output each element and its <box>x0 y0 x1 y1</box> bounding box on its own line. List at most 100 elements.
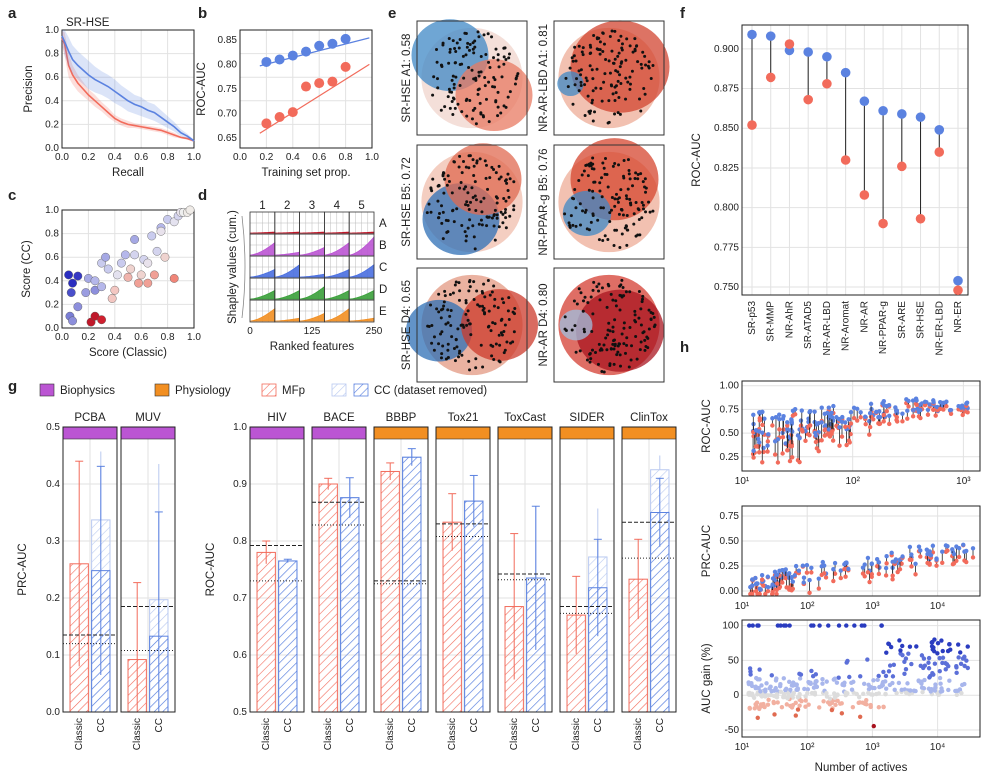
e-map-point <box>616 197 620 201</box>
e-map-point <box>489 343 493 347</box>
h-point-cc <box>892 559 897 564</box>
e-map-point <box>448 106 452 110</box>
g-frame <box>311 426 367 713</box>
e-map-point <box>505 181 509 185</box>
e-map-point <box>480 290 484 294</box>
e-map-point <box>457 355 461 359</box>
c-point <box>147 231 157 241</box>
h-gain-point <box>902 671 907 676</box>
h-ytick-label: 0.25 <box>720 452 740 463</box>
h-point-cc <box>913 561 918 567</box>
e-map-point <box>464 239 468 243</box>
e-map-point <box>640 300 644 304</box>
e-map-point <box>620 46 624 50</box>
e-map-point <box>474 366 478 370</box>
h-gain-point <box>812 692 818 697</box>
b-point-cc <box>287 50 298 61</box>
e-map-point <box>480 223 484 227</box>
e-map-point <box>502 301 506 305</box>
e-map-point <box>612 362 616 366</box>
e-map-point <box>493 297 497 301</box>
e-map-point <box>472 174 476 178</box>
h-ytick-label: 0 <box>733 690 739 701</box>
e-map-label: SR-HSE A1: 0.58 <box>401 34 413 123</box>
h-gain-point <box>755 677 760 682</box>
e-map-point <box>452 160 456 164</box>
h-gain-point <box>842 680 847 685</box>
e-map-point <box>501 212 505 216</box>
f-point-classic <box>822 78 832 89</box>
g-ytick-label: 0.7 <box>233 593 247 604</box>
e-map-point <box>453 46 457 50</box>
e-map-point <box>437 292 441 296</box>
e-map-point <box>629 358 633 362</box>
e-map-point <box>502 55 506 59</box>
e-map-point <box>634 171 638 175</box>
e-map-point <box>572 54 576 58</box>
e-map-point <box>487 309 491 313</box>
c-point <box>107 294 117 303</box>
e-map-point <box>602 42 606 46</box>
e-map-point <box>499 111 503 115</box>
e-map-point <box>641 207 645 211</box>
h-point-classic <box>922 403 928 408</box>
e-map-point <box>457 351 461 355</box>
h-gain-point <box>926 666 932 671</box>
e-map-point <box>635 357 639 361</box>
e-map-point <box>472 298 476 302</box>
e-map-point <box>602 80 606 84</box>
h-point-classic <box>807 423 813 428</box>
e-map-point <box>573 324 577 328</box>
e-map-point <box>579 73 583 77</box>
e-map-point <box>458 154 462 158</box>
e-map-point <box>644 210 648 214</box>
h-point-cc <box>884 553 889 559</box>
e-map-point <box>435 307 439 311</box>
e-map-point <box>463 230 467 234</box>
h-point-cc <box>947 407 953 413</box>
h-point-classic <box>874 564 880 569</box>
c-ytick-label: 0.0 <box>45 323 59 334</box>
h-gain-point <box>906 651 911 656</box>
e-map-point <box>451 209 455 213</box>
e-map-point <box>442 191 446 195</box>
c-xlabel: Score (Classic) <box>89 347 167 359</box>
e-map-point <box>436 77 440 81</box>
e-map-point <box>496 53 500 57</box>
e-map-point <box>603 234 607 238</box>
e-map-point <box>476 30 480 34</box>
e-map-point <box>457 298 461 302</box>
e-map-point <box>571 223 575 227</box>
e-map-point <box>442 304 446 308</box>
e-map-point <box>598 181 602 185</box>
h-gain-point <box>765 702 771 707</box>
e-map-point <box>483 84 487 88</box>
c-point <box>143 258 153 268</box>
e-map-point <box>647 60 651 64</box>
h-point-cc <box>798 418 804 423</box>
e-map-point <box>600 369 604 373</box>
g-ytick-label: 1.0 <box>233 422 247 433</box>
h-point-cc <box>826 427 832 432</box>
g-bar-classic <box>380 470 400 713</box>
a-ylabel: Precision <box>23 65 35 112</box>
e-map-point <box>447 36 451 40</box>
h-point-classic <box>918 415 923 421</box>
e-map-point <box>487 60 491 64</box>
b-point-classic <box>301 81 311 92</box>
e-map-point <box>471 224 475 228</box>
d-area-row-D <box>324 289 350 300</box>
e-map-point <box>471 195 475 199</box>
d-area-row-A <box>349 231 375 234</box>
e-map-point <box>590 101 594 105</box>
e-map-point <box>450 191 454 195</box>
e-map-point <box>633 319 637 323</box>
h-point-classic <box>816 586 822 591</box>
h-point-cc <box>785 434 791 440</box>
e-map-point <box>437 216 441 220</box>
e-map-point <box>630 344 634 348</box>
e-map-point <box>473 39 477 43</box>
e-map-point <box>594 86 598 90</box>
h-point-classic <box>848 431 853 437</box>
